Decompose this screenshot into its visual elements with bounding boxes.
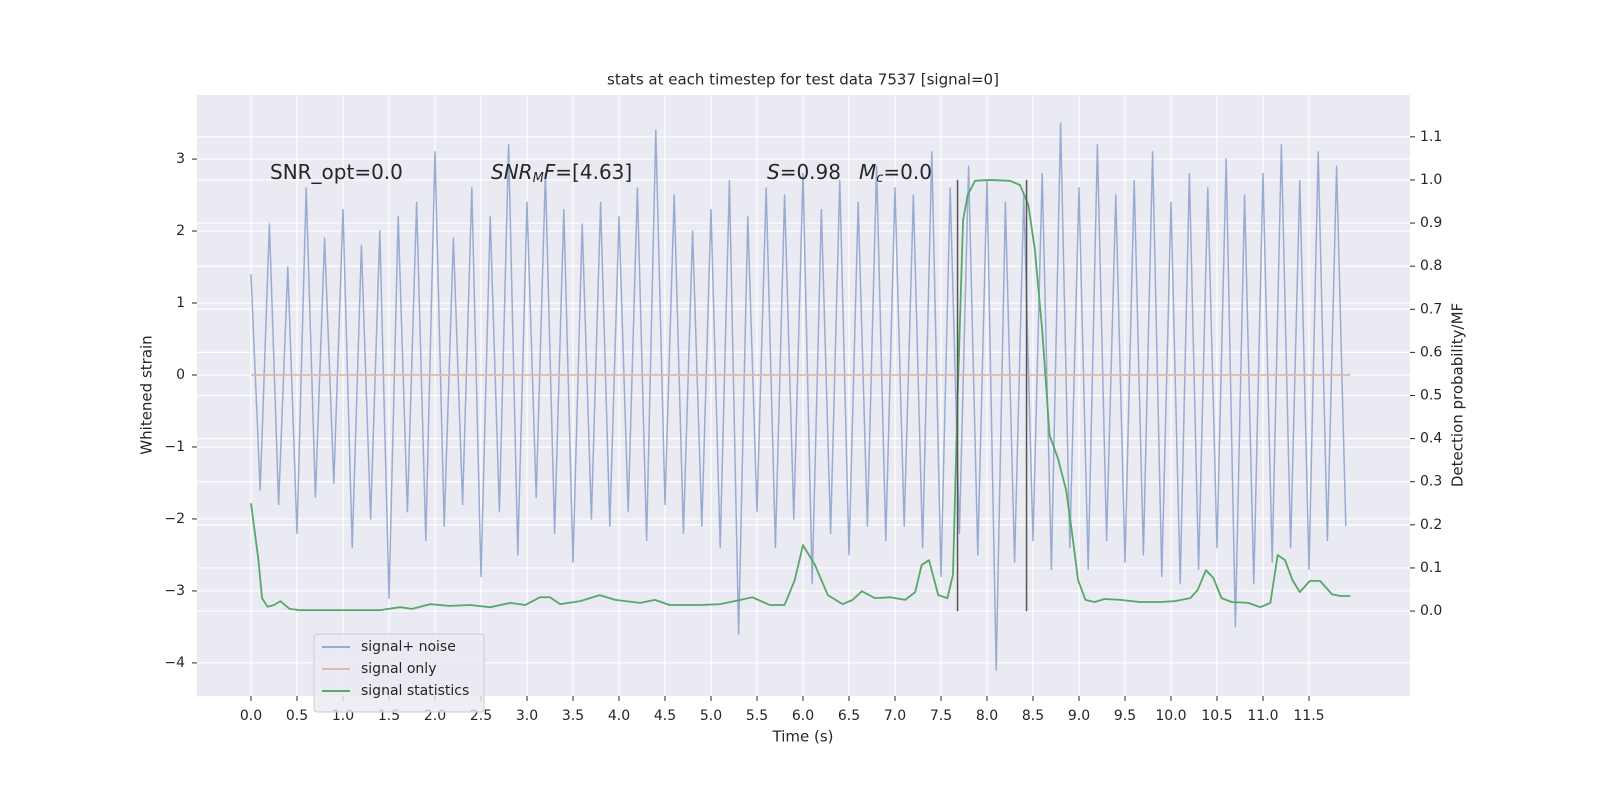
x-tick-label: 3.5 bbox=[562, 708, 584, 724]
annotations: SNR_opt=0.0 SNRMF=[4.63] S=0.98 Mc=0.0 bbox=[270, 160, 932, 186]
x-tick-label: 9.5 bbox=[1114, 708, 1136, 724]
y-tick-label: 0 bbox=[176, 367, 185, 383]
y-axis-label: Whitened strain bbox=[138, 335, 156, 454]
chart-title: stats at each timestep for test data 753… bbox=[607, 71, 999, 89]
y2-tick-label: 0.4 bbox=[1420, 431, 1442, 447]
y2-tick-label: 0.2 bbox=[1420, 517, 1442, 533]
y2-tick-label: 0.9 bbox=[1420, 215, 1442, 231]
series-line bbox=[250, 122, 1347, 671]
x-tick-label: 6.0 bbox=[792, 708, 814, 724]
y2-axis-label: Detection probability/MF bbox=[1449, 303, 1467, 487]
annotation-part: SNR_opt=0.0 bbox=[270, 160, 403, 184]
annotation-part: c bbox=[876, 171, 883, 186]
y-tick-label: −2 bbox=[164, 511, 185, 527]
annotation: SNR_opt=0.0 bbox=[270, 160, 403, 184]
x-tick-label: 5.5 bbox=[746, 708, 768, 724]
y2-tick-label: 0.8 bbox=[1420, 258, 1442, 274]
legend-box bbox=[313, 633, 485, 713]
x-tick-label: 0.5 bbox=[286, 708, 308, 724]
x-tick-label: 10.0 bbox=[1155, 708, 1186, 724]
y2-tick-label: 0.3 bbox=[1420, 474, 1442, 490]
annotation-part: F bbox=[544, 160, 556, 184]
annotation-part: =0.0 bbox=[883, 160, 932, 184]
y-tick-label: 1 bbox=[176, 295, 185, 311]
y-tick-label: −4 bbox=[164, 655, 185, 671]
y2-tick-label: 0.7 bbox=[1420, 301, 1442, 317]
annotation: S=0.98 bbox=[767, 160, 841, 184]
y2-tick-label: 0.5 bbox=[1420, 388, 1442, 404]
x-tick-label: 5.0 bbox=[700, 708, 722, 724]
annotation-part: M bbox=[533, 171, 544, 186]
y2-tick-label: 0.1 bbox=[1420, 560, 1442, 576]
y-tick-label: −3 bbox=[164, 583, 185, 599]
legend-label: signal only bbox=[361, 661, 436, 677]
annotation-part: S bbox=[767, 160, 780, 184]
x-tick-label: 8.0 bbox=[976, 708, 998, 724]
x-tick-label: 11.0 bbox=[1247, 708, 1278, 724]
x-tick-label: 10.5 bbox=[1201, 708, 1232, 724]
legend-label: signal+ noise bbox=[361, 639, 456, 655]
annotation-part: SNR bbox=[491, 160, 533, 184]
x-tick-label: 4.5 bbox=[654, 708, 676, 724]
x-tick-label: 7.5 bbox=[930, 708, 952, 724]
x-axis-label: Time (s) bbox=[772, 728, 834, 746]
series-line bbox=[250, 179, 1351, 612]
x-tick-label: 8.5 bbox=[1022, 708, 1044, 724]
x-tick-label: 9.0 bbox=[1068, 708, 1090, 724]
y-tick-label: 2 bbox=[176, 223, 185, 239]
y2-tick-label: 0.0 bbox=[1420, 603, 1442, 619]
annotation-part: M bbox=[859, 160, 876, 184]
x-tick-label: 0.0 bbox=[240, 708, 262, 724]
annotation-part: =[4.63] bbox=[555, 160, 632, 184]
y2-tick-label: 0.6 bbox=[1420, 344, 1442, 360]
y2-tick-label: 1.1 bbox=[1420, 129, 1442, 145]
legend-label: signal statistics bbox=[361, 683, 469, 699]
x-tick-label: 4.0 bbox=[608, 708, 630, 724]
annotation-part: =0.98 bbox=[780, 160, 841, 184]
x-tick-label: 3.0 bbox=[516, 708, 538, 724]
y-tick-label: 3 bbox=[176, 151, 185, 167]
annotation: Mc=0.0 bbox=[859, 160, 932, 186]
x-tick-label: 6.5 bbox=[838, 708, 860, 724]
x-tick-label: 7.0 bbox=[884, 708, 906, 724]
x-tick-label: 11.5 bbox=[1293, 708, 1324, 724]
legend: signal+ noise signal only signal statistic… bbox=[313, 633, 485, 713]
y2-tick-label: 1.0 bbox=[1420, 172, 1442, 188]
data bbox=[250, 122, 1351, 671]
y-tick-label: −1 bbox=[164, 439, 185, 455]
annotation: SNRMF=[4.63] bbox=[491, 160, 632, 186]
